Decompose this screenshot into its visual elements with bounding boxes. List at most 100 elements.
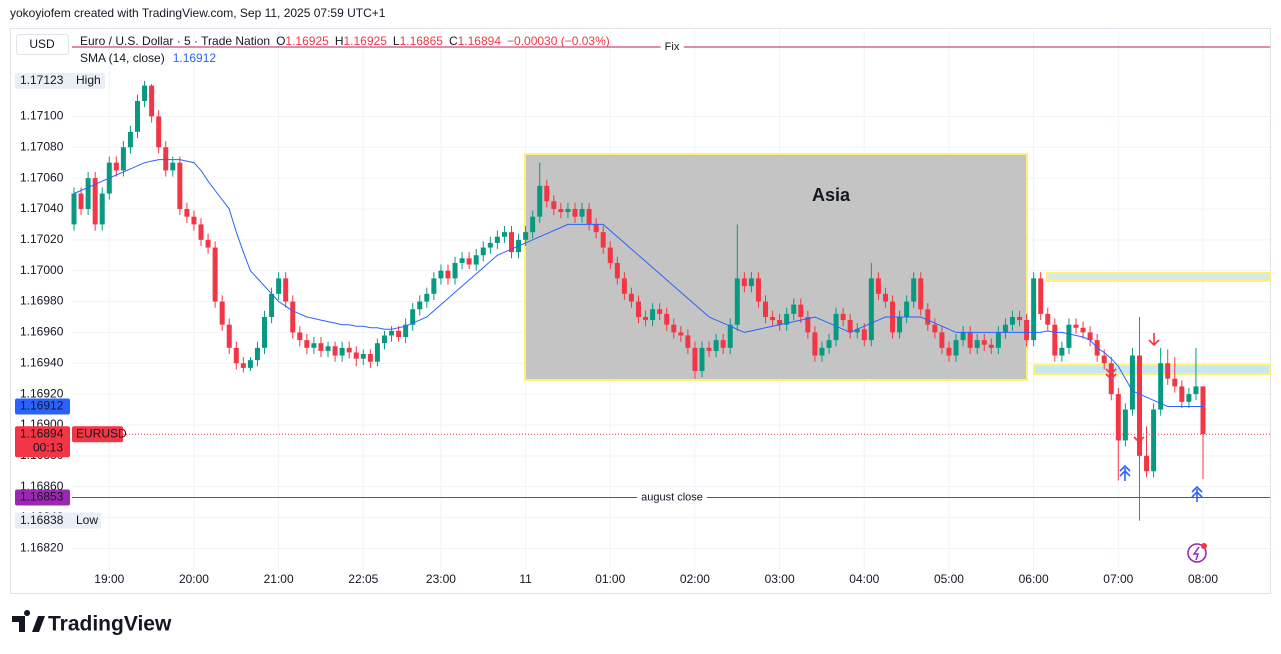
- arrow: [1133, 431, 1145, 444]
- change: −0.00030 (−0.03%): [507, 34, 610, 48]
- candle-body: [1052, 324, 1058, 356]
- candle-body: [487, 242, 493, 248]
- candle-body: [424, 293, 430, 302]
- candle-body: [720, 340, 726, 348]
- candle-body: [1144, 455, 1150, 472]
- candle-body: [798, 304, 804, 317]
- candle-body: [480, 247, 486, 256]
- low-price-box: [15, 512, 101, 529]
- candle-body: [544, 185, 550, 202]
- candle-body: [748, 278, 754, 287]
- h-value: 1.16925: [343, 34, 387, 48]
- y-tick-label: 1.17080: [20, 139, 64, 153]
- candle-body: [501, 232, 507, 237]
- candle-body: [1158, 363, 1164, 410]
- sma-price: 1.16912: [20, 399, 64, 413]
- candle-body: [833, 313, 839, 341]
- candle-body: [1200, 386, 1206, 435]
- candle-body: [932, 324, 938, 333]
- o-label: O: [276, 34, 285, 48]
- y-tick-label: 1.17000: [20, 263, 64, 277]
- alert-icon: [1187, 543, 1207, 563]
- candle-body: [579, 208, 585, 217]
- candle-body: [142, 85, 148, 101]
- candle-body: [163, 147, 169, 171]
- candle-body: [784, 313, 790, 325]
- candle-body: [530, 216, 536, 233]
- candle-body: [1186, 394, 1192, 402]
- x-tick-label: 22:05: [348, 572, 378, 586]
- y-tick-label: 1.16960: [20, 325, 64, 339]
- candle-body: [1066, 324, 1072, 348]
- candle-body: [1038, 278, 1044, 314]
- candle-body: [1151, 409, 1157, 472]
- candle-body: [113, 162, 119, 171]
- candle-body: [508, 232, 514, 253]
- x-tick-label: 01:00: [595, 572, 625, 586]
- candle-body: [995, 332, 1001, 348]
- candle-body: [1136, 355, 1142, 456]
- candle-body: [367, 354, 373, 362]
- candle-body: [551, 201, 557, 209]
- candle-body: [678, 332, 684, 336]
- last-price: 1.16894: [20, 426, 64, 440]
- candle-body: [826, 340, 832, 348]
- sma-name: SMA (14, close): [80, 51, 165, 65]
- candle-body: [403, 324, 409, 338]
- candle-body: [1165, 363, 1171, 379]
- countdown: 00:13: [33, 440, 63, 454]
- low-label: Low: [76, 513, 98, 527]
- zone: [1033, 364, 1271, 375]
- candle-body: [558, 208, 564, 213]
- x-tick-label: 11: [519, 572, 532, 586]
- currency-box: [16, 34, 69, 55]
- candle-body: [650, 309, 656, 321]
- candle-body: [861, 329, 867, 341]
- candle-body: [664, 313, 670, 325]
- c-value: 1.16894: [458, 34, 502, 48]
- candle-body: [981, 340, 987, 345]
- candle-body: [628, 293, 634, 302]
- candle-body: [734, 278, 740, 325]
- candle-body: [311, 343, 317, 348]
- candle-body: [727, 324, 733, 348]
- icon-ring: [1187, 543, 1207, 563]
- candle-body: [1172, 378, 1178, 387]
- l-value: 1.16865: [400, 34, 444, 48]
- y-tick-label: 1.16860: [20, 479, 64, 493]
- session-box: [524, 153, 1028, 381]
- y-tick-label: 1.16920: [20, 386, 64, 400]
- c-label: C: [449, 34, 458, 48]
- candle-body: [135, 100, 141, 132]
- zone: [1046, 272, 1271, 282]
- candle-body: [283, 278, 289, 302]
- candle-body: [120, 147, 126, 171]
- candle-body: [198, 224, 204, 240]
- candle-body: [396, 330, 402, 338]
- candle-body: [262, 316, 268, 348]
- candle-body: [819, 347, 825, 356]
- frame: [10, 28, 1271, 594]
- candle-body: [875, 278, 881, 294]
- line-label-bg: [660, 43, 684, 50]
- l-label: L: [393, 34, 400, 48]
- candle-body: [523, 232, 529, 240]
- candle-body: [854, 329, 860, 333]
- candle-body: [1059, 347, 1065, 356]
- candle-body: [78, 193, 84, 209]
- candle-body: [1115, 394, 1121, 441]
- candle-body: [410, 309, 416, 325]
- candle-body: [452, 262, 458, 279]
- candle-body: [226, 324, 232, 348]
- y-tick-label: 1.16980: [20, 294, 64, 308]
- candle-body: [586, 208, 592, 225]
- candle-body: [763, 301, 769, 317]
- candle-body: [290, 301, 296, 333]
- candle-body: [1179, 386, 1185, 402]
- plot: Fix august close: [71, 41, 1270, 521]
- candle-body: [92, 178, 98, 225]
- candle-body: [71, 193, 77, 225]
- candle-body: [897, 316, 903, 333]
- candle-body: [360, 354, 366, 359]
- candle-body: [374, 343, 380, 362]
